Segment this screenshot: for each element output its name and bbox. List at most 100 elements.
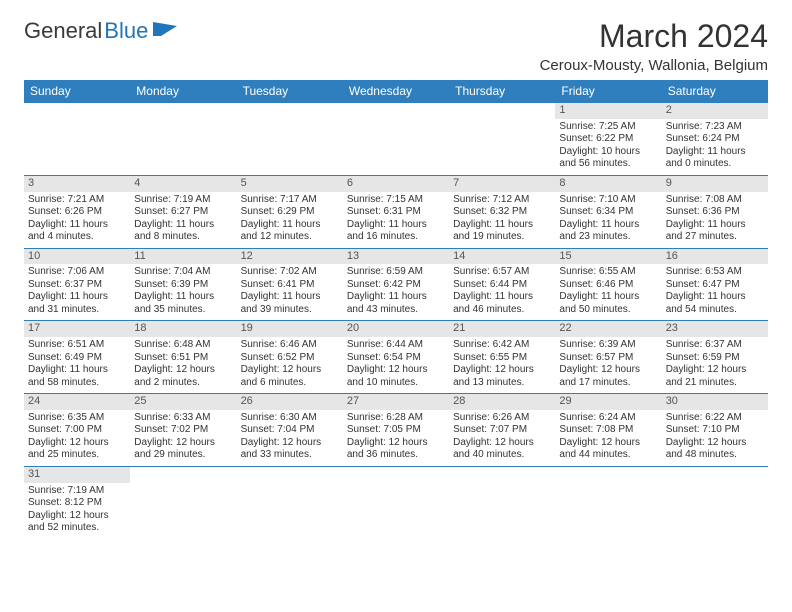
daylight-text: Daylight: 12 hours and 21 minutes. — [666, 364, 764, 389]
sunrise-text: Sunrise: 7:04 AM — [134, 266, 232, 279]
day-cell: 21Sunrise: 6:42 AMSunset: 6:55 PMDayligh… — [449, 321, 555, 394]
daylight-text: Daylight: 11 hours and 8 minutes. — [134, 219, 232, 244]
day-number: 9 — [662, 176, 768, 192]
day-number: 30 — [662, 394, 768, 410]
sunset-text: Sunset: 8:12 PM — [28, 497, 126, 510]
sunrise-text: Sunrise: 6:44 AM — [347, 339, 445, 352]
sunrise-text: Sunrise: 6:35 AM — [28, 412, 126, 425]
sunrise-text: Sunrise: 6:33 AM — [134, 412, 232, 425]
day-number: 13 — [343, 249, 449, 265]
day-number: 23 — [662, 321, 768, 337]
day-cell: 10Sunrise: 7:06 AMSunset: 6:37 PMDayligh… — [24, 248, 130, 321]
sunrise-text: Sunrise: 7:12 AM — [453, 194, 551, 207]
day-number: 29 — [555, 394, 661, 410]
week-row: 10Sunrise: 7:06 AMSunset: 6:37 PMDayligh… — [24, 248, 768, 321]
day-cell: 9Sunrise: 7:08 AMSunset: 6:36 PMDaylight… — [662, 175, 768, 248]
daylight-text: Daylight: 10 hours and 56 minutes. — [559, 146, 657, 171]
day-cell: 5Sunrise: 7:17 AMSunset: 6:29 PMDaylight… — [237, 175, 343, 248]
sunset-text: Sunset: 7:10 PM — [666, 424, 764, 437]
day-cell: 29Sunrise: 6:24 AMSunset: 7:08 PMDayligh… — [555, 394, 661, 467]
day-number: 16 — [662, 249, 768, 265]
day-cell — [343, 466, 449, 538]
sunrise-text: Sunrise: 6:37 AM — [666, 339, 764, 352]
sunset-text: Sunset: 6:54 PM — [347, 352, 445, 365]
sunset-text: Sunset: 6:32 PM — [453, 206, 551, 219]
day-cell — [449, 103, 555, 176]
sunrise-text: Sunrise: 7:23 AM — [666, 121, 764, 134]
sunrise-text: Sunrise: 7:25 AM — [559, 121, 657, 134]
day-cell: 12Sunrise: 7:02 AMSunset: 6:41 PMDayligh… — [237, 248, 343, 321]
day-number: 6 — [343, 176, 449, 192]
sunset-text: Sunset: 6:51 PM — [134, 352, 232, 365]
daylight-text: Daylight: 12 hours and 48 minutes. — [666, 437, 764, 462]
day-number: 21 — [449, 321, 555, 337]
daylight-text: Daylight: 12 hours and 6 minutes. — [241, 364, 339, 389]
day-cell — [24, 103, 130, 176]
day-cell: 27Sunrise: 6:28 AMSunset: 7:05 PMDayligh… — [343, 394, 449, 467]
dh-wed: Wednesday — [343, 80, 449, 103]
sunset-text: Sunset: 6:59 PM — [666, 352, 764, 365]
daylight-text: Daylight: 12 hours and 10 minutes. — [347, 364, 445, 389]
sunrise-text: Sunrise: 6:26 AM — [453, 412, 551, 425]
day-cell: 2Sunrise: 7:23 AMSunset: 6:24 PMDaylight… — [662, 103, 768, 176]
daylight-text: Daylight: 11 hours and 4 minutes. — [28, 219, 126, 244]
daylight-text: Daylight: 12 hours and 17 minutes. — [559, 364, 657, 389]
daylight-text: Daylight: 11 hours and 27 minutes. — [666, 219, 764, 244]
daylight-text: Daylight: 11 hours and 50 minutes. — [559, 291, 657, 316]
sunrise-text: Sunrise: 6:42 AM — [453, 339, 551, 352]
day-number: 24 — [24, 394, 130, 410]
dh-sat: Saturday — [662, 80, 768, 103]
sunset-text: Sunset: 7:07 PM — [453, 424, 551, 437]
daylight-text: Daylight: 12 hours and 13 minutes. — [453, 364, 551, 389]
daylight-text: Daylight: 11 hours and 58 minutes. — [28, 364, 126, 389]
sunrise-text: Sunrise: 6:51 AM — [28, 339, 126, 352]
day-number: 18 — [130, 321, 236, 337]
sunset-text: Sunset: 6:26 PM — [28, 206, 126, 219]
page-title: March 2024 — [599, 18, 768, 55]
sunset-text: Sunset: 6:22 PM — [559, 133, 657, 146]
day-number: 25 — [130, 394, 236, 410]
dh-sun: Sunday — [24, 80, 130, 103]
sunrise-text: Sunrise: 6:28 AM — [347, 412, 445, 425]
daylight-text: Daylight: 12 hours and 25 minutes. — [28, 437, 126, 462]
day-cell: 4Sunrise: 7:19 AMSunset: 6:27 PMDaylight… — [130, 175, 236, 248]
dh-tue: Tuesday — [237, 80, 343, 103]
day-cell: 14Sunrise: 6:57 AMSunset: 6:44 PMDayligh… — [449, 248, 555, 321]
day-cell: 13Sunrise: 6:59 AMSunset: 6:42 PMDayligh… — [343, 248, 449, 321]
dh-mon: Monday — [130, 80, 236, 103]
day-number: 10 — [24, 249, 130, 265]
sunset-text: Sunset: 6:44 PM — [453, 279, 551, 292]
sunrise-text: Sunrise: 7:19 AM — [28, 485, 126, 498]
day-number: 14 — [449, 249, 555, 265]
daylight-text: Daylight: 12 hours and 44 minutes. — [559, 437, 657, 462]
daylight-text: Daylight: 11 hours and 12 minutes. — [241, 219, 339, 244]
sunrise-text: Sunrise: 6:30 AM — [241, 412, 339, 425]
day-cell — [555, 466, 661, 538]
sunrise-text: Sunrise: 6:59 AM — [347, 266, 445, 279]
sunrise-text: Sunrise: 6:22 AM — [666, 412, 764, 425]
day-number: 4 — [130, 176, 236, 192]
day-number: 3 — [24, 176, 130, 192]
sunrise-text: Sunrise: 6:55 AM — [559, 266, 657, 279]
daylight-text: Daylight: 11 hours and 35 minutes. — [134, 291, 232, 316]
day-number: 15 — [555, 249, 661, 265]
sunset-text: Sunset: 6:57 PM — [559, 352, 657, 365]
sunset-text: Sunset: 7:05 PM — [347, 424, 445, 437]
sunset-text: Sunset: 6:39 PM — [134, 279, 232, 292]
day-cell: 31Sunrise: 7:19 AMSunset: 8:12 PMDayligh… — [24, 466, 130, 538]
day-number: 8 — [555, 176, 661, 192]
sunset-text: Sunset: 6:31 PM — [347, 206, 445, 219]
daylight-text: Daylight: 12 hours and 40 minutes. — [453, 437, 551, 462]
day-cell — [343, 103, 449, 176]
day-cell — [237, 466, 343, 538]
sunset-text: Sunset: 6:47 PM — [666, 279, 764, 292]
day-cell — [449, 466, 555, 538]
sunset-text: Sunset: 7:04 PM — [241, 424, 339, 437]
daylight-text: Daylight: 12 hours and 29 minutes. — [134, 437, 232, 462]
sunset-text: Sunset: 6:41 PM — [241, 279, 339, 292]
day-number: 5 — [237, 176, 343, 192]
sunrise-text: Sunrise: 6:53 AM — [666, 266, 764, 279]
day-cell: 1Sunrise: 7:25 AMSunset: 6:22 PMDaylight… — [555, 103, 661, 176]
daylight-text: Daylight: 11 hours and 0 minutes. — [666, 146, 764, 171]
calendar-table: Sunday Monday Tuesday Wednesday Thursday… — [24, 80, 768, 539]
